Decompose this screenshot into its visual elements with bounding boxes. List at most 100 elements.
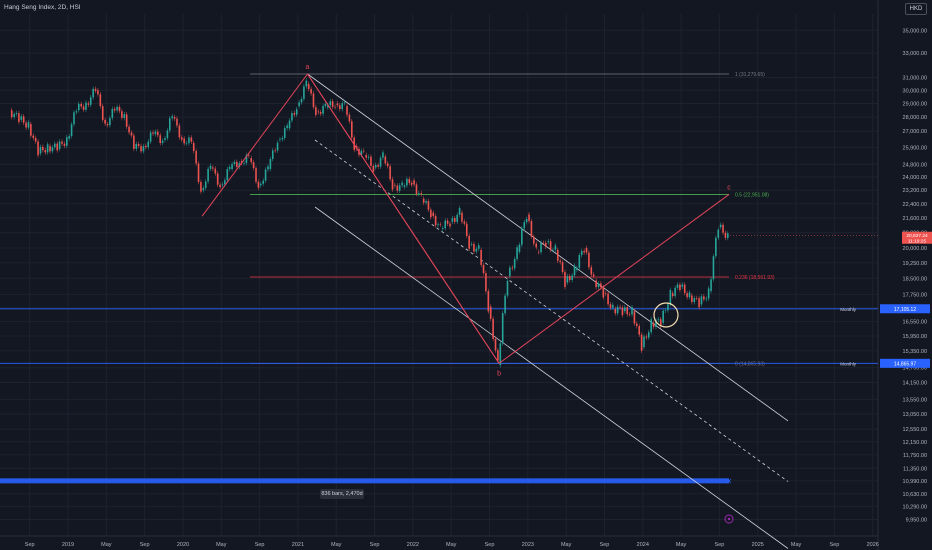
candle-body (202, 188, 205, 191)
candle-body (264, 169, 267, 181)
candle-body (657, 319, 660, 321)
candle-body (595, 280, 597, 288)
candle-body (288, 120, 291, 129)
candle-body (624, 307, 626, 312)
candle-body (422, 198, 425, 203)
candle-body (683, 284, 686, 294)
candle-body (650, 319, 652, 333)
candle-body (612, 304, 614, 308)
candle-body (106, 124, 109, 126)
candle-body (267, 166, 269, 170)
candle-body (602, 287, 605, 298)
candle-body (434, 215, 437, 226)
wave-label: c (727, 184, 731, 191)
candle-body (439, 224, 442, 226)
candle-body (442, 228, 444, 229)
candle-body (477, 245, 480, 249)
candle-body (662, 310, 664, 323)
candle-body (61, 141, 63, 144)
candle-body (135, 143, 138, 149)
candle-body (667, 304, 669, 311)
y-tick-label: 9,950.00 (906, 518, 927, 524)
candle-body (597, 283, 600, 288)
candle-body (379, 157, 382, 167)
candle-body (87, 103, 90, 105)
candle-body (389, 166, 391, 180)
candle-body (286, 125, 288, 129)
candle-body (698, 298, 700, 308)
candle-body (226, 169, 229, 181)
y-tick-label: 17,750.00 (903, 292, 927, 298)
candle-body (516, 247, 518, 259)
candle-body (343, 102, 346, 104)
candle-body (427, 201, 430, 210)
candle-body (398, 185, 401, 191)
current-price-tag (902, 231, 932, 244)
candle-body (152, 132, 154, 134)
candle-body (82, 106, 85, 110)
candle-body (291, 113, 293, 121)
candle-body (528, 214, 530, 222)
candle-body (298, 102, 300, 107)
x-tick-label: 2022 (407, 542, 419, 548)
candle-body (504, 295, 506, 314)
candle-body (133, 135, 135, 149)
candle-body (652, 322, 655, 328)
candle-body (178, 125, 181, 138)
x-tick-label: Sep (600, 542, 610, 548)
candle-body (140, 145, 142, 152)
y-tick-label: 15,950.00 (903, 334, 927, 340)
current-price-value: 20,637.24 (906, 233, 928, 239)
candle-body (386, 163, 389, 167)
wave-label: b (497, 370, 501, 377)
candle-body (252, 162, 255, 169)
event-marker-dot (727, 517, 731, 521)
candle-body (30, 124, 32, 136)
candle-body (25, 122, 27, 128)
candle-body (32, 135, 35, 138)
candle-body (279, 139, 281, 140)
candle-body (619, 306, 621, 308)
candle-body (68, 136, 70, 139)
candle-body (221, 184, 224, 186)
candle-body (281, 137, 284, 140)
candle-body (509, 267, 511, 277)
monthly-price-text: 17,105.12 (894, 307, 916, 313)
y-tick-label: 25,900.00 (903, 145, 927, 151)
candle-body (566, 276, 569, 283)
candle-body (49, 145, 51, 152)
candle-body (545, 242, 547, 247)
candle-body (664, 310, 667, 311)
candle-body (499, 343, 502, 366)
candle-body (75, 111, 78, 113)
candle-body (425, 201, 427, 203)
candle-body (583, 250, 585, 253)
candle-body (20, 116, 23, 120)
candle-body (255, 168, 257, 182)
currency-badge[interactable]: HKD (905, 3, 927, 15)
candle-body (659, 319, 662, 327)
x-tick-label: 2024 (637, 542, 649, 548)
zigzag-wave-line (201, 73, 308, 217)
candle-body (331, 101, 334, 107)
candle-body (384, 156, 387, 164)
x-tick-label: May (101, 542, 112, 548)
candle-body (406, 178, 408, 186)
candle-body (506, 280, 509, 296)
candle-body (147, 141, 150, 148)
event-marker-icon (724, 514, 734, 524)
candle-body (679, 284, 681, 290)
candle-body (717, 229, 720, 238)
candle-body (94, 88, 97, 91)
candle-body (334, 106, 336, 108)
x-tick-label: May (216, 542, 227, 548)
candle-body (295, 109, 298, 115)
candle-body (37, 141, 39, 156)
candle-body (305, 80, 308, 87)
candle-body (200, 181, 202, 192)
candle-body (727, 233, 729, 238)
candle-body (101, 106, 104, 120)
x-tick-label: Sep (25, 542, 35, 548)
